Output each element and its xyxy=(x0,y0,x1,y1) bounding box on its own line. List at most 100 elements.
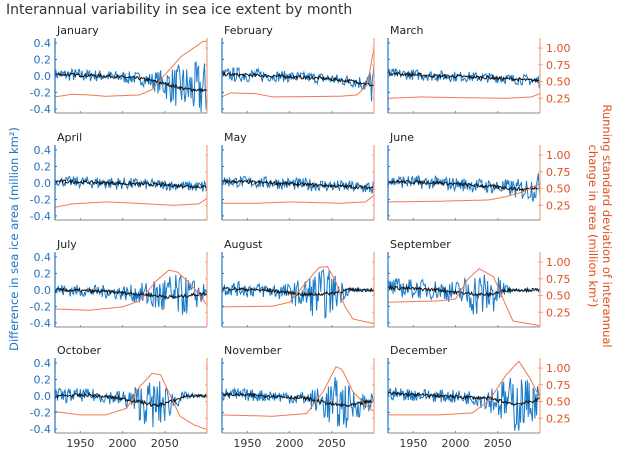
running-std-line xyxy=(388,182,541,203)
running-std-line xyxy=(54,372,208,431)
left-y-tick-label: -0.2 xyxy=(30,300,51,313)
left-y-tick-label: 0.4 xyxy=(34,144,52,157)
panel-april: April 0.4 0.2 0.0 -0.2 -0.4 xyxy=(30,131,208,223)
x-tick-label: 1950 xyxy=(66,437,94,450)
running-std-line xyxy=(54,198,208,208)
left-y-tick-label: 0.2 xyxy=(34,53,52,66)
x-tick-label: 2000 xyxy=(442,437,470,450)
right-y-tick-label: 0.50 xyxy=(546,396,571,409)
annual-difference-line xyxy=(54,274,208,315)
left-y-tick-label: 0.0 xyxy=(34,284,52,297)
running-mean-line xyxy=(221,71,375,87)
panel-august: August xyxy=(221,238,375,328)
left-y-tick-label: 0.4 xyxy=(34,37,52,50)
running-mean-line xyxy=(54,179,208,189)
panel-march: March 1.00 0.75 0.50 0.25 xyxy=(387,24,571,114)
panel-title: May xyxy=(224,131,247,144)
right-y-tick-label: 1.00 xyxy=(546,149,571,162)
panel-december: December 1950 2000 2050 1.00 0.75 0.50 0.25 xyxy=(387,344,571,450)
running-std-line xyxy=(54,40,207,98)
right-y-tick-label: 0.50 xyxy=(546,290,571,303)
running-mean-line xyxy=(387,179,541,192)
left-y-tick-label: 0.4 xyxy=(34,251,52,264)
running-mean-line xyxy=(387,284,541,298)
left-y-tick-label: 0.4 xyxy=(34,357,52,370)
right-y-tick-label: 1.00 xyxy=(546,42,571,55)
left-y-tick-label: 0.0 xyxy=(34,177,52,190)
x-tick-label: 1950 xyxy=(233,437,261,450)
left-y-tick-label: 0.2 xyxy=(34,160,52,173)
right-y-tick-label: 0.25 xyxy=(546,412,571,425)
panel-title: August xyxy=(224,238,263,251)
panel-february: February xyxy=(221,24,375,114)
annual-difference-line xyxy=(387,377,541,431)
annual-difference-line xyxy=(221,377,375,428)
running-mean-line xyxy=(221,179,375,191)
left-y-tick-label: -0.4 xyxy=(30,210,51,223)
running-std-line xyxy=(54,269,208,311)
x-tick-label: 2050 xyxy=(151,437,179,450)
annual-difference-line xyxy=(387,67,541,89)
left-y-tick-label: -0.4 xyxy=(30,317,51,330)
panel-title: October xyxy=(57,344,101,357)
right-y-tick-label: 1.00 xyxy=(546,362,571,375)
panel-title: April xyxy=(57,131,82,144)
annual-difference-line xyxy=(54,381,208,428)
left-y-tick-label: -0.4 xyxy=(30,103,51,116)
right-y-tick-label: 0.75 xyxy=(546,379,571,392)
running-std-line xyxy=(222,194,375,204)
running-mean-line xyxy=(387,391,541,407)
chart-title: Interannual variability in sea ice exten… xyxy=(6,2,353,18)
annual-difference-line xyxy=(387,173,541,203)
right-y-tick-label: 0.50 xyxy=(546,76,571,89)
right-y-tick-label: 0.75 xyxy=(546,59,571,72)
left-y-tick-label: -0.2 xyxy=(30,86,51,99)
running-mean-line xyxy=(221,286,375,298)
left-y-tick-label: -0.2 xyxy=(30,193,51,206)
x-tick-label: 2000 xyxy=(109,437,137,450)
annual-difference-line xyxy=(54,175,208,192)
right-y-tick-label: 0.25 xyxy=(546,92,571,105)
panel-january: January 0.4 0.2 0.0 -0.2 -0.4 xyxy=(30,24,208,116)
left-y-tick-label: 0.0 xyxy=(34,70,52,83)
running-std-line xyxy=(388,360,541,416)
annual-difference-line xyxy=(387,274,541,315)
left-y-tick-label: 0.2 xyxy=(34,267,52,280)
running-std-line xyxy=(222,266,375,325)
running-mean-line xyxy=(54,72,208,94)
panel-october: October 1950 2000 2050 0.4 0.2 0.0 -0.2 -0.4 xyxy=(30,344,208,450)
x-tick-label: 1950 xyxy=(399,437,427,450)
running-std-line xyxy=(387,93,541,99)
panel-september: September 1.00 0.75 0.50 0.25 xyxy=(387,238,571,328)
x-tick-label: 2050 xyxy=(484,437,512,450)
right-y-tick-label: 0.75 xyxy=(546,273,571,286)
panel-november: November 1950 2000 2050 xyxy=(221,344,375,450)
running-std-line xyxy=(388,268,541,327)
panel-title: September xyxy=(390,238,451,251)
x-tick-label: 2000 xyxy=(276,437,304,450)
annual-difference-line xyxy=(221,268,375,319)
right-y-tick-label: 0.75 xyxy=(546,166,571,179)
running-mean-line xyxy=(54,287,208,299)
left-y-tick-label: -0.4 xyxy=(30,423,51,436)
panel-title: July xyxy=(56,238,77,251)
panel-title: December xyxy=(390,344,448,357)
running-mean-line xyxy=(221,391,375,408)
panel-june: June 1.00 0.75 0.50 0.25 xyxy=(387,131,571,221)
right-y-tick-label: 0.50 xyxy=(546,183,571,196)
panel-title: June xyxy=(389,131,414,144)
running-std-line xyxy=(222,366,375,417)
panel-title: January xyxy=(56,24,99,37)
panel-title: February xyxy=(224,24,273,37)
right-y-tick-label: 0.25 xyxy=(546,306,571,319)
running-std-line xyxy=(221,47,375,98)
left-y-tick-label: 0.0 xyxy=(34,390,52,403)
right-y-tick-label: 0.25 xyxy=(546,199,571,212)
left-y-tick-label: 0.2 xyxy=(34,373,52,386)
panel-july: July 0.4 0.2 0.0 -0.2 -0.4 xyxy=(30,238,208,330)
panel-title: March xyxy=(390,24,424,37)
running-mean-line xyxy=(387,70,541,84)
right-y-tick-label: 1.00 xyxy=(546,256,571,269)
x-tick-label: 2050 xyxy=(318,437,346,450)
